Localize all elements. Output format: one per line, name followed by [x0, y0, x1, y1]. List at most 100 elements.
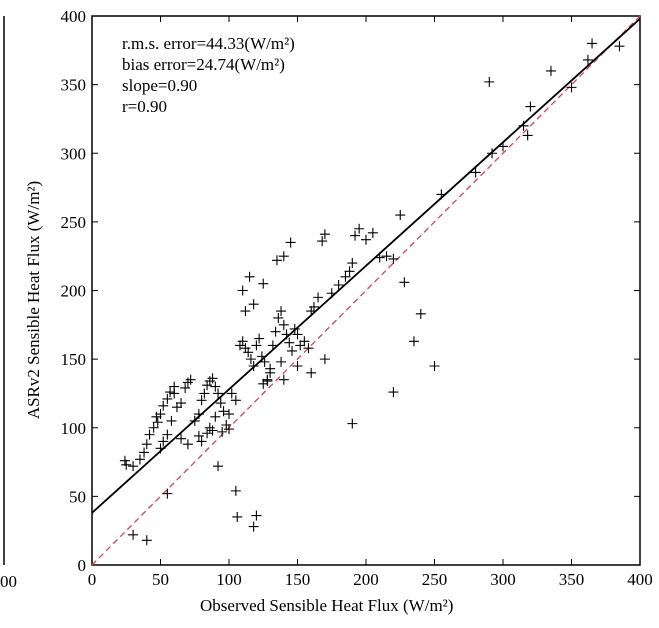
data-point [199, 388, 210, 399]
data-point [148, 422, 159, 433]
data-point [278, 251, 289, 262]
data-point [240, 306, 251, 317]
x-tick-label: 0 [88, 570, 97, 589]
data-point [522, 130, 533, 141]
data-point [317, 236, 328, 247]
data-point [262, 376, 273, 387]
x-tick-label: 250 [422, 570, 448, 589]
data-point [141, 439, 152, 450]
data-point [308, 301, 319, 312]
data-point [251, 340, 262, 351]
data-point [243, 347, 254, 358]
data-point [213, 388, 224, 399]
data-point [207, 373, 218, 384]
y-tick-label: 300 [61, 144, 87, 163]
data-point [202, 428, 213, 439]
data-point [162, 488, 173, 499]
data-point [278, 319, 289, 330]
data-point [408, 336, 419, 347]
data-point [193, 409, 204, 420]
data-point [525, 101, 536, 112]
data-point [292, 360, 303, 371]
data-point [614, 41, 625, 52]
y-tick-label: 100 [61, 419, 87, 438]
data-point [121, 459, 132, 470]
x-tick-label: 200 [353, 570, 379, 589]
data-point [347, 258, 358, 269]
slope-label: slope=0.90 [122, 76, 198, 95]
data-point [381, 251, 392, 262]
data-point [204, 422, 215, 433]
data-point [487, 148, 498, 159]
data-point [224, 409, 234, 420]
data-point [245, 354, 256, 365]
data-point [333, 280, 344, 291]
data-point [193, 430, 204, 441]
data-point [281, 329, 292, 340]
data-point [271, 255, 282, 266]
data-point [176, 433, 187, 444]
data-point [303, 343, 314, 354]
data-point [134, 454, 145, 465]
data-point [141, 535, 152, 546]
y-tick-label: 150 [61, 350, 87, 369]
data-point [180, 382, 191, 393]
x-tick-label: 150 [285, 570, 311, 589]
x-tick-label: 300 [490, 570, 516, 589]
data-point [244, 271, 255, 282]
data-point [258, 378, 269, 389]
data-point [224, 424, 234, 435]
cut-off-tick-label: 00 [0, 572, 17, 591]
data-point [185, 374, 196, 385]
data-point [582, 54, 593, 65]
data-point [189, 415, 200, 426]
data-point [354, 223, 365, 234]
data-point [276, 356, 287, 367]
data-point [162, 429, 173, 440]
data-point [319, 229, 330, 240]
data-point [340, 271, 351, 282]
data-point [171, 402, 182, 413]
data-point [395, 210, 406, 221]
data-point [498, 141, 508, 152]
y-axis-label: ASRv2 Sensible Heat Flux (W/m²) [24, 180, 43, 420]
data-point [350, 230, 361, 241]
x-axis-label: Observed Sensible Heat Flux (W/m²) [200, 596, 454, 615]
data-point [299, 336, 310, 347]
data-point [284, 337, 295, 348]
y-tick-label: 50 [69, 487, 86, 506]
data-point [251, 510, 262, 521]
data-point [155, 409, 166, 420]
data-point [295, 340, 306, 351]
data-point [207, 425, 218, 436]
data-point [587, 38, 598, 49]
data-point [367, 227, 378, 238]
data-point [165, 387, 176, 398]
data-point [292, 329, 303, 340]
data-point [399, 277, 410, 288]
data-point [278, 374, 289, 385]
data-point [258, 278, 269, 289]
data-point [429, 360, 440, 371]
data-point [306, 367, 317, 378]
data-point [254, 333, 265, 344]
regression-line [91, 18, 641, 514]
data-point [240, 343, 251, 354]
bias-error-label: bias error=24.74(W/m²) [122, 55, 285, 74]
data-point [155, 443, 166, 454]
data-point [139, 447, 150, 458]
rms-error-label: r.m.s. error=44.33(W/m²) [122, 34, 295, 53]
data-point [226, 388, 237, 399]
data-point [128, 529, 139, 540]
data-point [273, 312, 284, 323]
data-point [259, 356, 270, 367]
data-point [248, 299, 259, 310]
y-tick-label: 400 [61, 7, 87, 26]
x-tick-label: 350 [559, 570, 585, 589]
data-point [202, 380, 213, 391]
data-point [152, 417, 163, 428]
r-label: r=0.90 [122, 97, 167, 116]
data-point [237, 285, 248, 296]
data-point [256, 351, 267, 362]
